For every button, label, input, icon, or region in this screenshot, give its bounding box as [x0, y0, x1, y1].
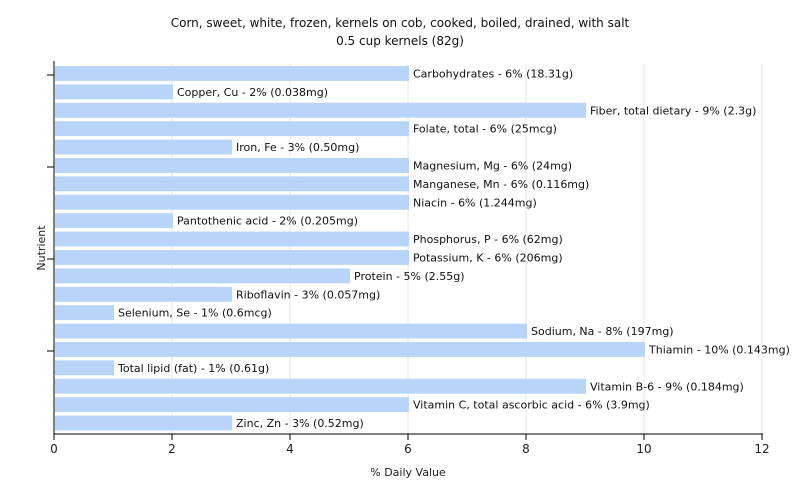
- bar-label: Magnesium, Mg - 6% (24mg): [413, 159, 572, 172]
- bar-label: Vitamin B-6 - 9% (0.184mg): [590, 380, 744, 393]
- chart-title: Corn, sweet, white, frozen, kernels on c…: [171, 16, 630, 30]
- bar: [55, 121, 409, 137]
- bar: [55, 342, 645, 357]
- bar-label: Selenium, Se - 1% (0.6mcg): [118, 307, 272, 320]
- bar: [55, 102, 586, 118]
- bar: [55, 158, 409, 173]
- x-tick-label: 8: [522, 442, 530, 456]
- bar: [55, 378, 586, 394]
- bar: [55, 323, 527, 339]
- bar-label: Riboflavin - 3% (0.057mg): [236, 288, 380, 301]
- bar: [55, 231, 409, 247]
- bar-label: Zinc, Zn - 3% (0.52mg): [236, 417, 364, 430]
- x-tick-label: 0: [50, 442, 58, 456]
- axes: 0 2 4 6 8 10 12: [47, 61, 770, 456]
- x-tick-label: 2: [168, 442, 176, 456]
- bar-label: Protein - 5% (2.55g): [354, 270, 465, 283]
- bar-label: Phosphorus, P - 6% (62mg): [413, 233, 563, 246]
- bar: [55, 397, 409, 413]
- bar-label: Sodium, Na - 8% (197mg): [531, 325, 674, 338]
- bar: [55, 250, 409, 265]
- bar: [55, 194, 409, 210]
- x-tick-label: 6: [404, 442, 412, 456]
- x-tick-label: 10: [636, 442, 651, 456]
- chart-subtitle: 0.5 cup kernels (82g): [336, 34, 464, 48]
- bar: [55, 286, 232, 302]
- bar: [55, 360, 114, 376]
- bars: Carbohydrates - 6% (18.31g) Copper, Cu - …: [55, 66, 790, 431]
- bar: [55, 66, 409, 81]
- bar-label: Manganese, Mn - 6% (0.116mg): [413, 178, 589, 191]
- bar: [55, 415, 232, 431]
- bar-label: Total lipid (fat) - 1% (0.61g): [117, 362, 269, 375]
- bar-label: Niacin - 6% (1.244mg): [413, 196, 537, 209]
- bar-label: Fiber, total dietary - 9% (2.3g): [590, 104, 756, 117]
- bar-label: Carbohydrates - 6% (18.31g): [413, 67, 573, 80]
- bar: [55, 176, 409, 192]
- bar-label: Vitamin C, total ascorbic acid - 6% (3.9…: [413, 399, 650, 412]
- bar-label: Thiamin - 10% (0.143mg): [648, 343, 790, 356]
- bar-label: Iron, Fe - 3% (0.50mg): [236, 141, 359, 154]
- x-axis-title: % Daily Value: [370, 466, 446, 479]
- bar-label: Pantothenic acid - 2% (0.205mg): [177, 215, 358, 228]
- bar: [55, 84, 173, 100]
- bar-label: Potassium, K - 6% (206mg): [413, 251, 563, 264]
- y-axis-title: Nutrient: [35, 225, 48, 271]
- bar: [55, 213, 173, 229]
- x-tick-label: 4: [286, 442, 294, 456]
- bar-label: Copper, Cu - 2% (0.038mg): [177, 86, 328, 99]
- bar: [55, 268, 350, 284]
- bar: [55, 305, 114, 321]
- grid-lines: [171, 64, 763, 434]
- x-tick-label: 12: [754, 442, 769, 456]
- bar-label: Folate, total - 6% (25mcg): [413, 123, 557, 136]
- bar: [55, 139, 232, 155]
